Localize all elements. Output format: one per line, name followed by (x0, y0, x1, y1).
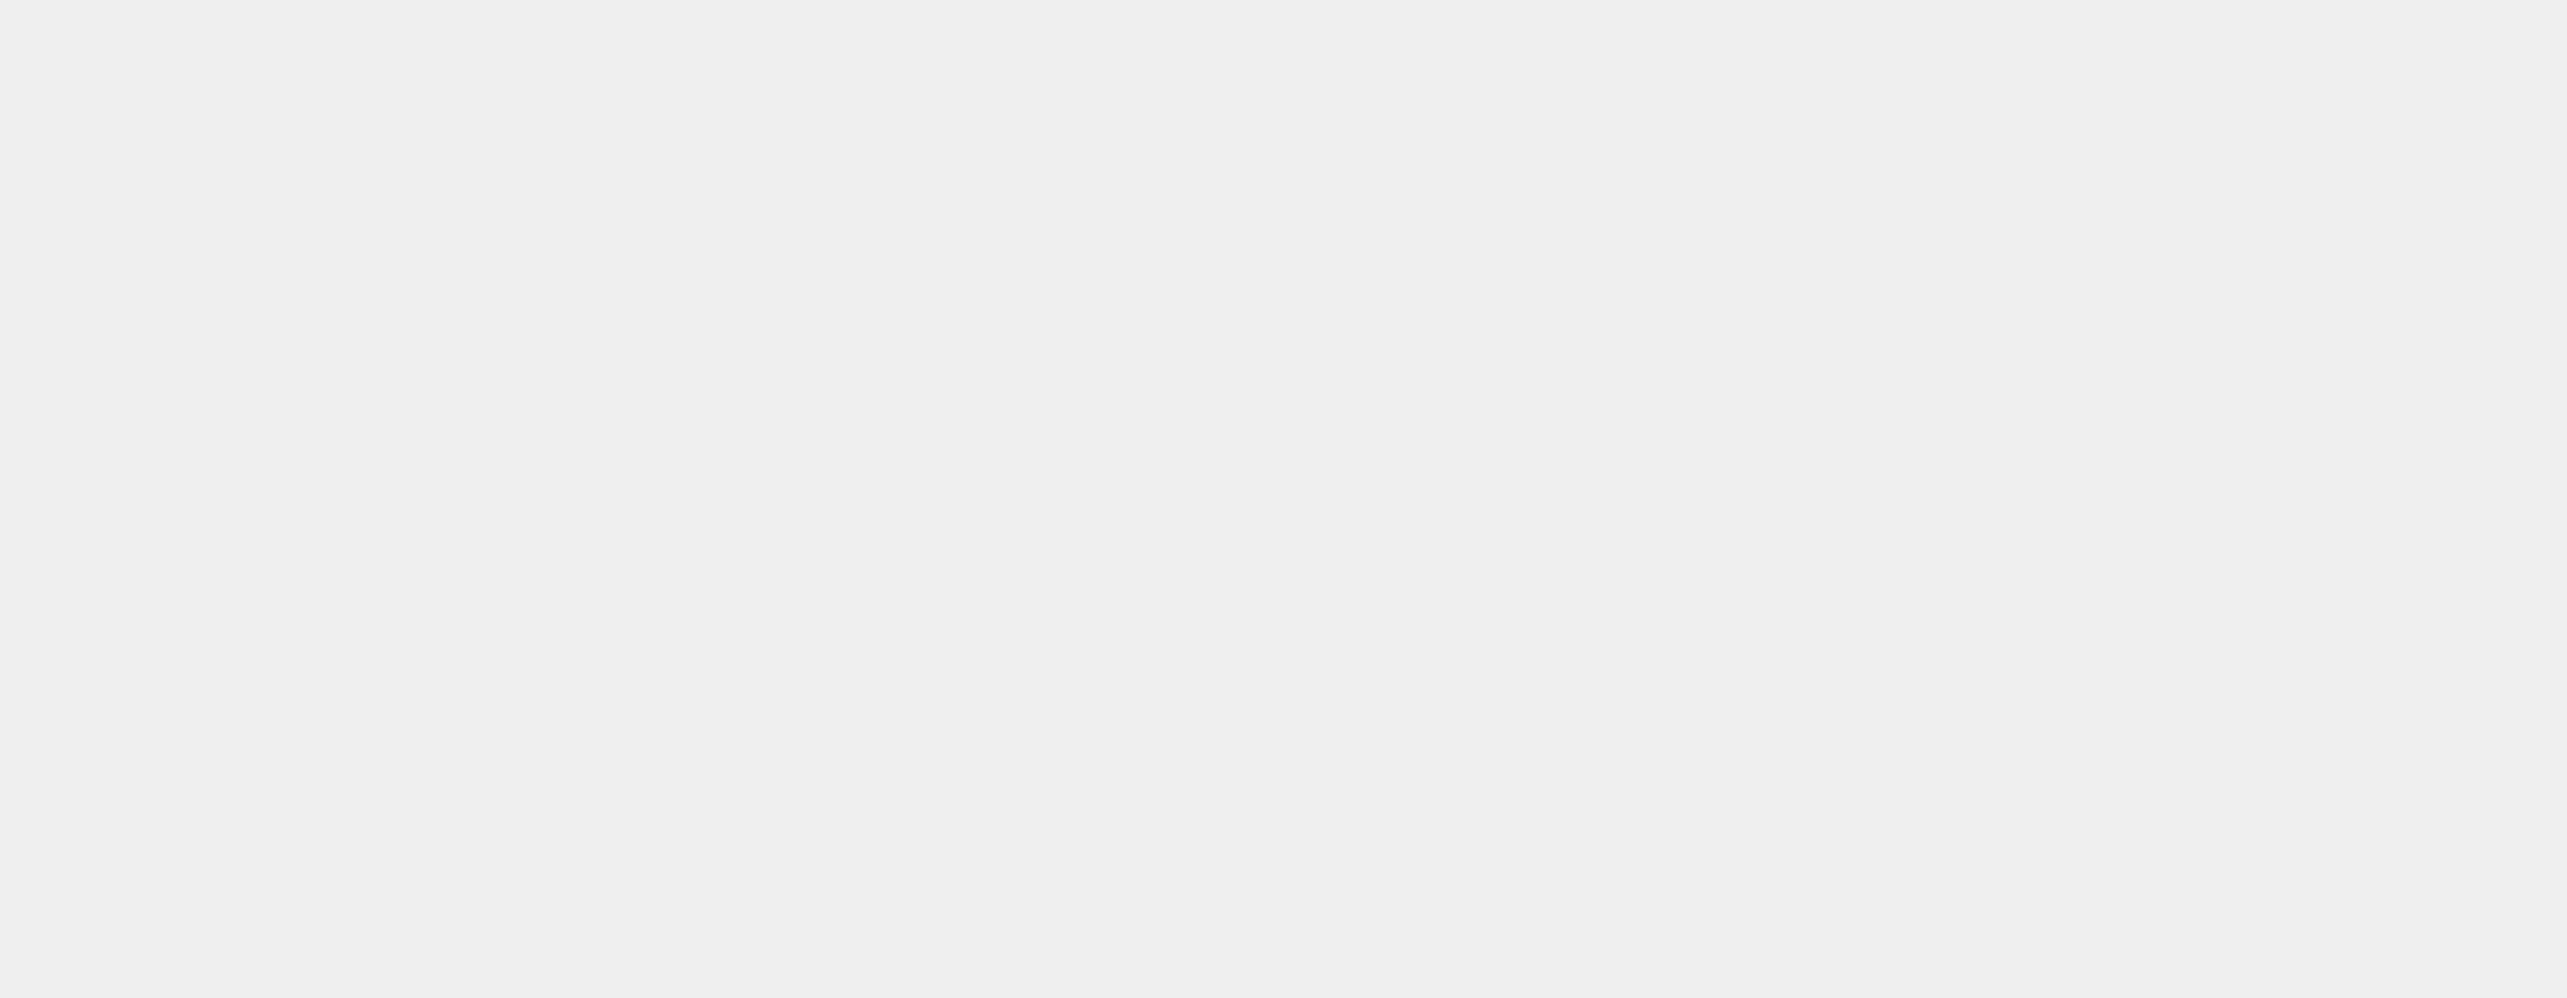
Y-axis label: Compensation Actually Paid ($M): Compensation Actually Paid ($M) (108, 214, 126, 605)
Bar (1471, 629, 1604, 719)
Y-axis label: Global Adjusted EBITDA Post-GRP: Global Adjusted EBITDA Post-GRP (2359, 212, 2377, 607)
Bar (1317, 435, 1450, 719)
Bar (988, 641, 1122, 719)
Bar (506, 564, 639, 719)
Bar (834, 355, 968, 719)
Bar (1953, 577, 2090, 719)
Title: WD-40 Company CAP vs. Global Adjusted EBITDA Post-GRP: WD-40 Company CAP vs. Global Adjusted EB… (757, 57, 1681, 85)
Bar (349, 283, 485, 719)
Bar (1799, 203, 1933, 719)
Legend: PEO CAP ($M) - Garry Ridge, PEO CAP ($M) - Steven Brass, Avg NEO CAP ($M), Globa: PEO CAP ($M) - Garry Ridge, PEO CAP ($M)… (634, 787, 1522, 869)
